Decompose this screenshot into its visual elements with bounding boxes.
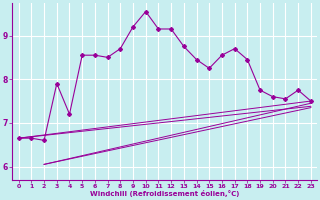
X-axis label: Windchill (Refroidissement éolien,°C): Windchill (Refroidissement éolien,°C) [90,190,239,197]
